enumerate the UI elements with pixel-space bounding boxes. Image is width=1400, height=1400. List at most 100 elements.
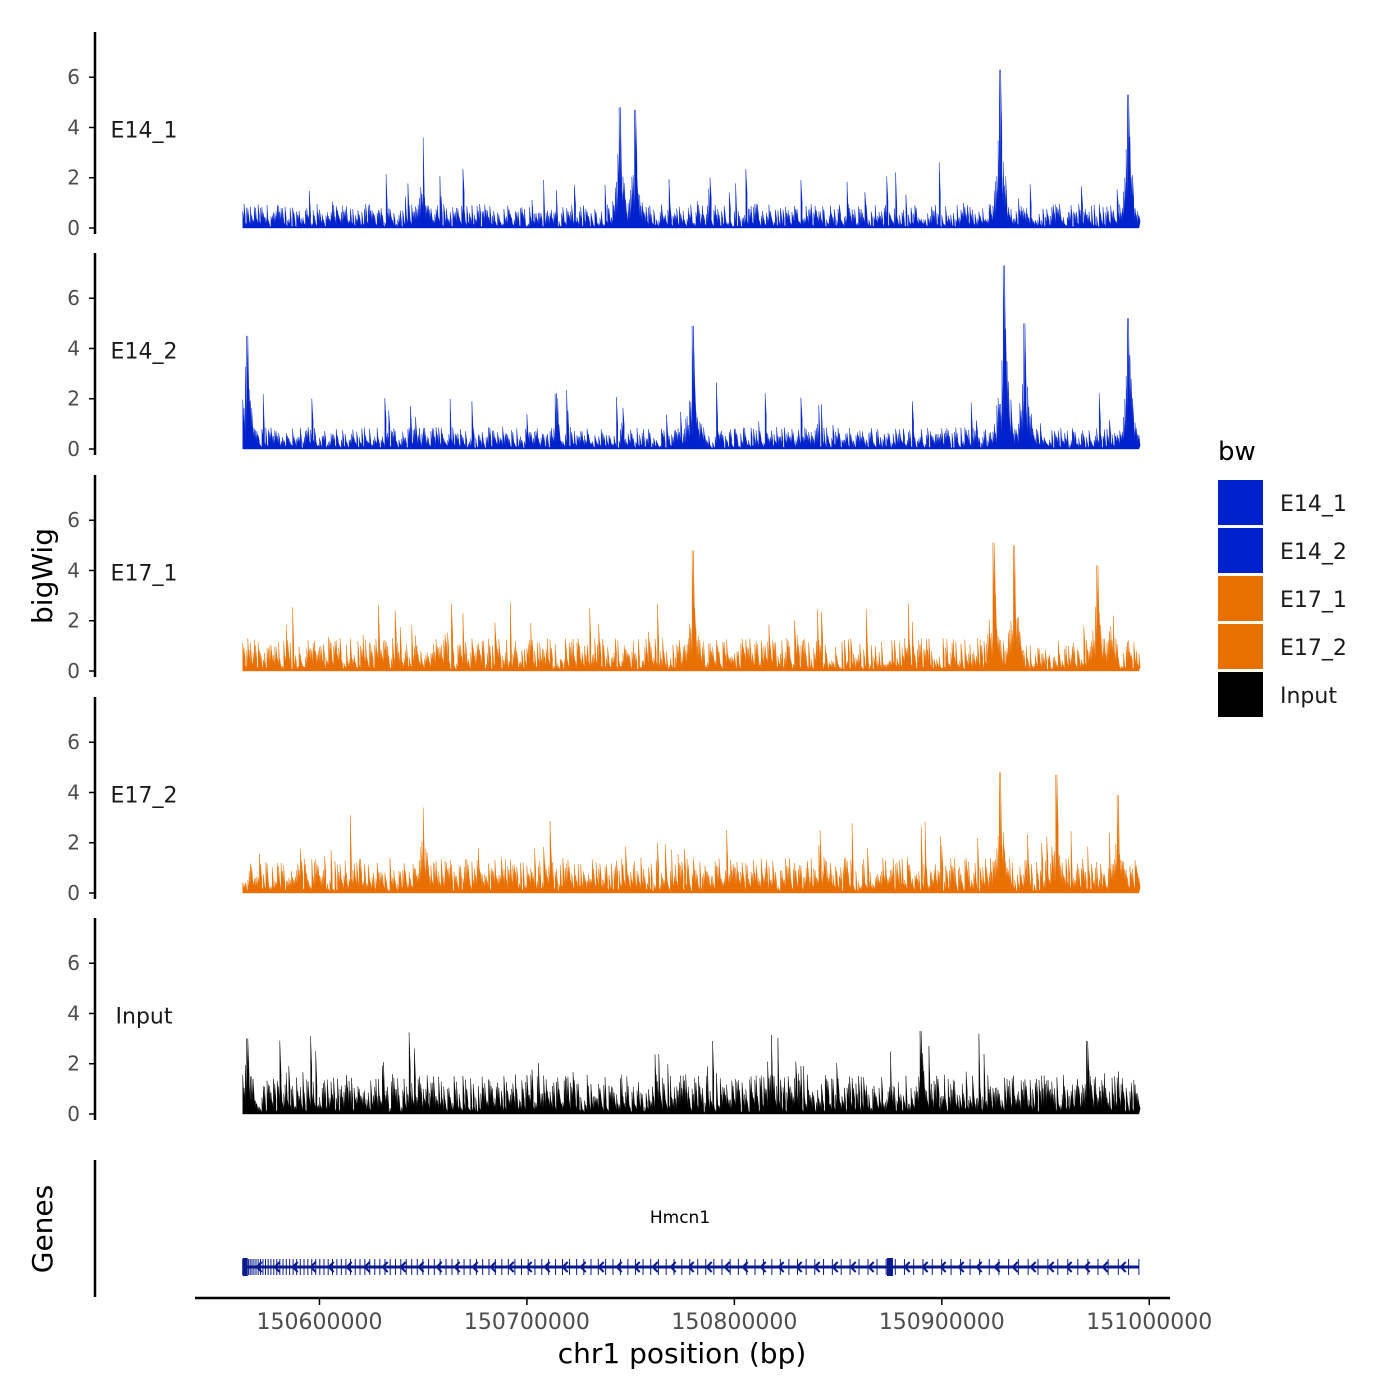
y-tick-label: 2 <box>67 387 80 411</box>
strand-arrow <box>1101 1261 1109 1273</box>
strand-arrow <box>327 1261 335 1273</box>
strand-arrow <box>669 1261 677 1273</box>
strand-arrow <box>939 1261 947 1273</box>
y-tick-label: 2 <box>67 831 80 855</box>
legend-label-E14_1: E14_1 <box>1280 492 1347 517</box>
y-tick-label: 6 <box>67 508 80 532</box>
x-tick-label: 150800000 <box>671 1310 797 1335</box>
y-tick-label: 4 <box>67 558 80 582</box>
strand-arrow <box>687 1261 695 1273</box>
track-label-E14_1: E14_1 <box>111 118 178 143</box>
strand-arrow <box>741 1261 749 1273</box>
strand-arrow <box>597 1261 605 1273</box>
track-label-E17_1: E17_1 <box>111 561 178 586</box>
legend-label-E17_1: E17_1 <box>1280 588 1347 613</box>
y-tick-label: 4 <box>67 780 80 804</box>
strand-arrow <box>381 1261 389 1273</box>
x-tick-label: 150700000 <box>464 1310 590 1335</box>
strand-arrow <box>309 1261 317 1273</box>
x-tick-label: 150600000 <box>256 1310 382 1335</box>
strand-arrow <box>777 1261 785 1273</box>
strand-arrow <box>489 1261 497 1273</box>
signal-area-E14_1 <box>242 69 1141 229</box>
legend-title: bw <box>1218 437 1256 467</box>
signal-area-E17_1 <box>242 542 1141 672</box>
strand-arrow <box>957 1261 965 1273</box>
y-axis-title: bigWig <box>26 528 59 624</box>
track-panel-E17_1: 0 2 4 6 E17_1 <box>67 475 1141 683</box>
legend-swatch-E17_1 <box>1218 576 1263 621</box>
gene-name-label: Hmcn1 <box>650 1208 710 1228</box>
strand-arrow <box>849 1261 857 1273</box>
legend-label-Input: Input <box>1280 684 1337 709</box>
legend-label-E17_2: E17_2 <box>1280 636 1347 661</box>
strand-arrow <box>561 1261 569 1273</box>
strand-arrow <box>633 1261 641 1273</box>
strand-arrow <box>579 1261 587 1273</box>
strand-arrow <box>903 1261 911 1273</box>
strand-arrow <box>399 1261 407 1273</box>
genes-panel: Genes Hmcn1 <box>26 1160 1140 1297</box>
strand-arrow <box>273 1261 281 1273</box>
x-tick-label: 150900000 <box>879 1310 1005 1335</box>
strand-arrow <box>885 1261 893 1273</box>
gene-exon <box>886 1258 893 1276</box>
y-tick-label: 4 <box>67 1001 80 1025</box>
strand-arrow <box>993 1261 1001 1273</box>
strand-arrow <box>1029 1261 1037 1273</box>
strand-arrow <box>255 1261 263 1273</box>
legend-label-E14_2: E14_2 <box>1280 540 1347 565</box>
y-tick-label: 6 <box>67 286 80 310</box>
strand-arrow <box>975 1261 983 1273</box>
y-tick-label: 4 <box>67 336 80 360</box>
strand-arrow <box>705 1261 713 1273</box>
x-axis-title: chr1 position (bp) <box>558 1337 807 1370</box>
y-tick-label: 0 <box>67 1102 80 1126</box>
strand-arrow <box>1083 1261 1091 1273</box>
strand-arrow <box>1065 1261 1073 1273</box>
strand-arrow <box>651 1261 659 1273</box>
strand-arrow <box>795 1261 803 1273</box>
y-tick-label: 2 <box>67 1052 80 1076</box>
track-label-E17_2: E17_2 <box>111 783 178 808</box>
strand-arrow <box>831 1261 839 1273</box>
legend: bw E14_1 E14_2 E17_1 E17_2 Input <box>1218 437 1347 717</box>
y-tick-label: 6 <box>67 65 80 89</box>
strand-arrow <box>507 1261 515 1273</box>
track-label-E14_2: E14_2 <box>111 339 178 364</box>
strand-arrow <box>1119 1261 1127 1273</box>
track-panel-Input: 0 2 4 6 Input <box>67 918 1141 1126</box>
signal-area-E14_2 <box>242 265 1141 450</box>
legend-swatch-E14_2 <box>1218 528 1263 573</box>
legend-swatch-E14_1 <box>1218 480 1263 525</box>
strand-arrow <box>345 1261 353 1273</box>
strand-arrow <box>543 1261 551 1273</box>
strand-arrow <box>867 1261 875 1273</box>
x-tick-label: 151000000 <box>1086 1310 1212 1335</box>
strand-arrow <box>1047 1261 1055 1273</box>
track-panel-E14_2: 0 2 4 6 E14_2 <box>67 253 1141 461</box>
strand-arrow <box>525 1261 533 1273</box>
strand-arrow <box>1011 1261 1019 1273</box>
strand-arrow <box>363 1261 371 1273</box>
strand-arrow <box>615 1261 623 1273</box>
strand-arrow <box>921 1261 929 1273</box>
strand-arrow <box>291 1261 299 1273</box>
x-axis: 150600000 150700000 150800000 150900000 1510… <box>195 1296 1212 1370</box>
signal-area-E17_2 <box>242 772 1141 894</box>
y-tick-label: 0 <box>67 437 80 461</box>
y-tick-label: 0 <box>67 659 80 683</box>
strand-arrow <box>813 1261 821 1273</box>
legend-swatch-Input <box>1218 672 1263 717</box>
strand-arrow <box>471 1261 479 1273</box>
y-tick-label: 2 <box>67 609 80 633</box>
genes-title: Genes <box>26 1185 59 1273</box>
strand-arrow <box>417 1261 425 1273</box>
y-tick-label: 2 <box>67 166 80 190</box>
strand-arrow <box>435 1261 443 1273</box>
y-tick-label: 0 <box>67 881 80 905</box>
strand-arrow <box>453 1261 461 1273</box>
track-panel-E17_2: 0 2 4 6 E17_2 <box>67 697 1141 905</box>
y-tick-label: 0 <box>67 216 80 240</box>
